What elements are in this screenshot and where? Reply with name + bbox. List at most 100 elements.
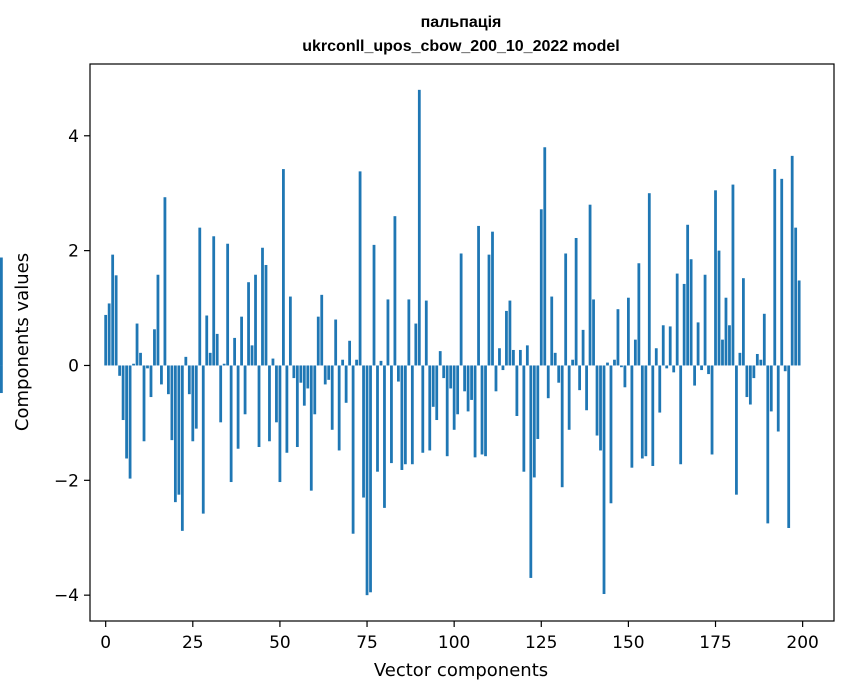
bar-175 [714, 190, 717, 366]
bar-142 [599, 365, 602, 451]
bar-3 [114, 275, 118, 366]
x-tick-label: 100 [438, 633, 470, 653]
bar-86 [403, 365, 407, 465]
bar-89 [414, 323, 418, 366]
bar-57 [302, 365, 306, 406]
bar-183 [742, 278, 745, 366]
y-tick-label: 2 [68, 242, 79, 262]
bar-177 [721, 339, 724, 366]
bar-188 [759, 359, 763, 366]
x-axis: 0 25 50 75 100 125 150 175 200 [100, 621, 819, 653]
bar-196 [787, 365, 791, 528]
bar-138 [585, 365, 588, 411]
bar-undefined [0, 365, 3, 394]
bar-122 [529, 365, 533, 578]
bar-84 [397, 365, 400, 382]
bar-141 [595, 365, 599, 436]
bar-93 [428, 365, 432, 451]
bar-94 [431, 365, 435, 407]
bar-170 [696, 322, 700, 366]
y-tick-label: −4 [54, 586, 79, 606]
bar-29 [205, 315, 209, 366]
bar-30 [208, 352, 212, 366]
bar-157 [651, 365, 655, 466]
bar-6 [125, 365, 128, 459]
bar-61 [316, 316, 320, 366]
bar-51 [282, 169, 285, 366]
bar-8 [132, 363, 135, 366]
bar-65 [330, 365, 334, 430]
bar-123 [532, 365, 536, 478]
bar-38 [236, 365, 240, 449]
bar-152 [633, 339, 637, 366]
bar-31 [212, 236, 216, 366]
bar-147 [616, 309, 620, 366]
bar-158 [654, 348, 658, 366]
bar-121 [525, 345, 529, 366]
bar-88 [410, 365, 414, 465]
bar-103 [463, 365, 467, 392]
bar-118 [515, 365, 519, 416]
bar-10 [139, 352, 142, 366]
bar-195 [783, 365, 787, 372]
bar-100 [452, 365, 456, 430]
bar-111 [491, 231, 494, 366]
bar-110 [487, 254, 491, 366]
bar-107 [477, 225, 480, 366]
bar-119 [518, 349, 522, 366]
bar-148 [620, 365, 623, 368]
bar-71 [351, 365, 355, 534]
bar-139 [588, 204, 592, 366]
bar-55 [295, 365, 299, 448]
bar-143 [602, 365, 606, 595]
bar-112 [494, 365, 498, 392]
bar-154 [640, 365, 644, 459]
bar-56 [299, 365, 303, 383]
y-axis-label: Components values [12, 253, 33, 431]
bar-36 [229, 365, 233, 483]
bar-83 [393, 216, 397, 366]
bar-133 [567, 365, 571, 430]
bar-63 [323, 365, 327, 385]
bar-54 [292, 365, 296, 379]
bars-group [0, 89, 801, 596]
bar-116 [508, 300, 512, 366]
bar-189 [762, 313, 766, 366]
y-axis: −4 −2 0 2 4 [54, 127, 90, 606]
bar-144 [606, 362, 609, 366]
bar-171 [700, 365, 703, 371]
x-tick-label: 125 [525, 633, 557, 653]
x-tick-label: 25 [182, 633, 204, 653]
bar-99 [449, 365, 453, 389]
bar-24 [187, 365, 191, 395]
bar-44 [257, 365, 261, 448]
bar-33 [219, 365, 223, 423]
chart-title-line2: ukrconll_upos_cbow_200_10_2022 model [302, 38, 619, 55]
bar-42 [250, 345, 254, 366]
bar-22 [180, 365, 184, 531]
bar-79 [379, 360, 383, 366]
bar-76 [369, 365, 372, 593]
bar-37 [233, 337, 237, 366]
bar-50 [278, 365, 282, 483]
bar-27 [198, 227, 202, 366]
bar-39 [240, 316, 243, 366]
bar-82 [390, 365, 393, 464]
bar-126 [543, 147, 547, 366]
bar-60 [313, 365, 317, 415]
bar-75 [365, 365, 369, 596]
bar-150 [627, 297, 630, 366]
bar-87 [407, 299, 411, 366]
bar-164 [675, 273, 679, 366]
bar-97 [442, 365, 446, 379]
bar-41 [247, 282, 250, 366]
bar-149 [623, 365, 627, 388]
chart-title-line1: пальпація [421, 14, 502, 31]
bar-59 [309, 365, 313, 491]
bar-176 [717, 250, 721, 366]
x-tick-label: 50 [269, 633, 291, 653]
bar-125 [539, 209, 543, 366]
bar-115 [505, 310, 508, 366]
bar-114 [501, 365, 505, 371]
